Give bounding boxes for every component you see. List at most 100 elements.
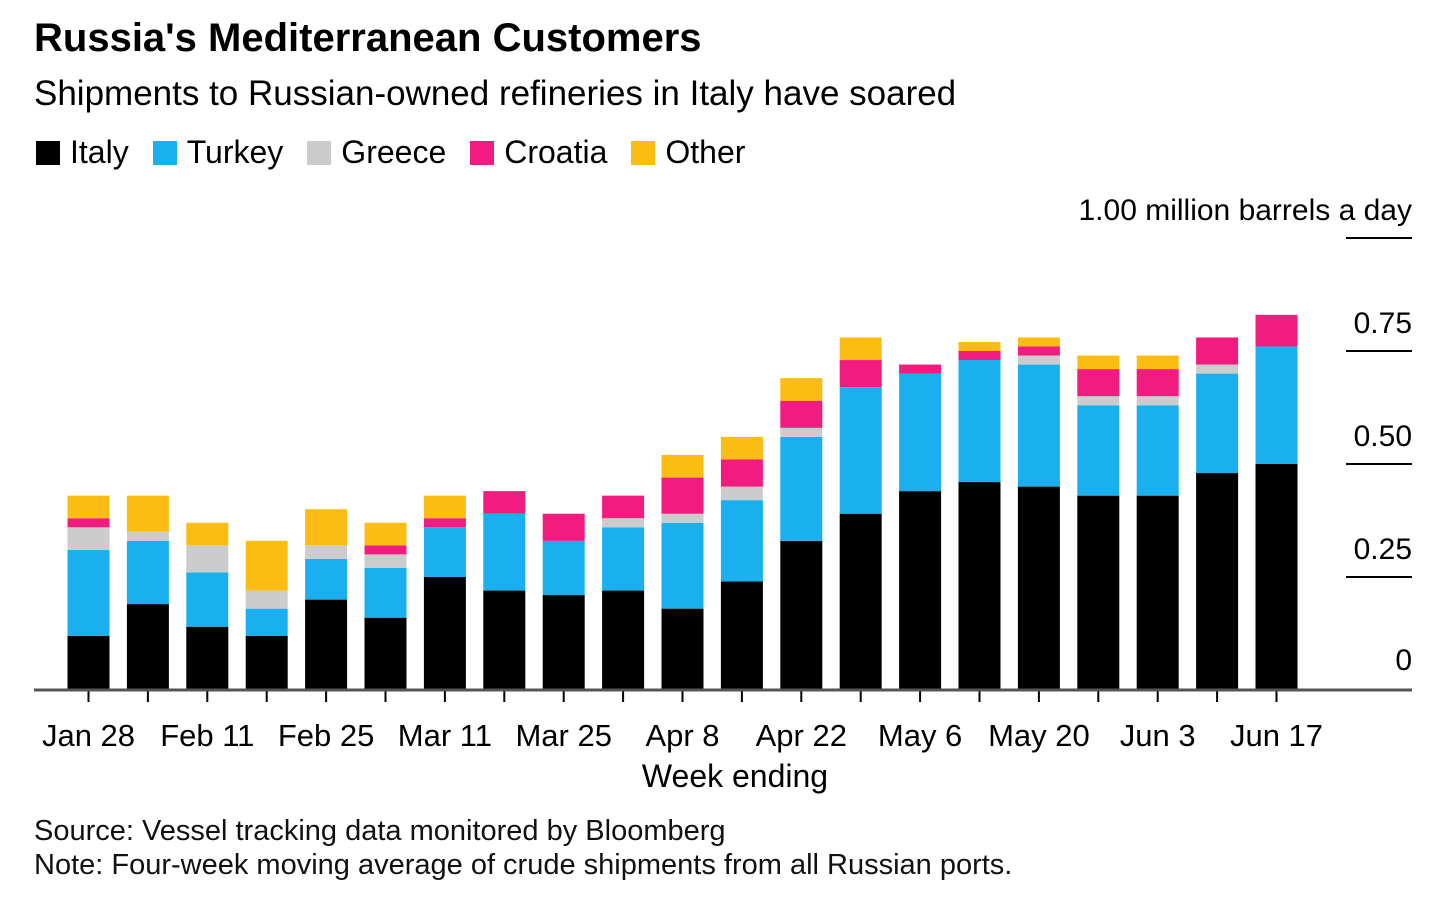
legend-swatch-croatia xyxy=(470,140,495,165)
bar-segment-croatia xyxy=(899,364,942,374)
bar-segment-italy xyxy=(1196,473,1239,690)
bar-segment-italy xyxy=(1255,464,1298,690)
bar-segment-greece xyxy=(186,545,229,573)
bar-segment-turkey xyxy=(1196,373,1239,474)
bar-segment-other xyxy=(186,522,229,546)
bar-segment-greece xyxy=(661,513,704,523)
bar-segment-turkey xyxy=(1017,364,1060,487)
legend-item-turkey: Turkey xyxy=(152,134,283,171)
chart-title: Russia's Mediterranean Customers xyxy=(34,16,702,60)
bar-segment-croatia xyxy=(423,518,466,528)
legend-label-croatia: Croatia xyxy=(504,134,608,170)
legend-swatch-italy xyxy=(36,140,60,165)
legend-item-italy: Italy xyxy=(36,134,129,171)
bar-segment-italy xyxy=(839,513,882,690)
x-tick-label: Mar 25 xyxy=(515,718,611,753)
bar-segment-other xyxy=(1077,355,1120,370)
y-tick-label: 0 xyxy=(1395,644,1412,677)
bar-segment-italy xyxy=(780,540,823,690)
x-tick-label: Jun 3 xyxy=(1120,718,1196,753)
legend-label-greece: Greece xyxy=(341,134,447,170)
x-axis-title: Week ending xyxy=(641,758,829,794)
y-tick-label: 1.00 million barrels a day xyxy=(1078,194,1412,227)
bar-segment-turkey xyxy=(542,540,585,596)
bar-segment-turkey xyxy=(186,572,229,627)
legend-label-italy: Italy xyxy=(70,134,129,170)
legend-swatch-other xyxy=(631,140,656,165)
bar-segment-italy xyxy=(542,595,585,690)
bar-segment-other xyxy=(245,540,288,591)
bar-segment-italy xyxy=(67,635,110,690)
bar-segment-italy xyxy=(602,590,645,690)
x-tick-label: May 6 xyxy=(878,718,962,753)
bar-segment-other xyxy=(661,454,704,478)
bar-segment-turkey xyxy=(780,436,823,541)
bar-segment-greece xyxy=(305,545,348,559)
bar-segment-croatia xyxy=(661,477,704,514)
bar-segment-greece xyxy=(602,518,645,528)
bar-segment-croatia xyxy=(780,400,823,428)
bar-segment-other xyxy=(958,341,1001,351)
x-tick-label: Jan 28 xyxy=(42,718,135,753)
bar-segment-greece xyxy=(1017,355,1060,365)
source-note: Source: Vessel tracking data monitored b… xyxy=(34,815,726,847)
bar-segment-italy xyxy=(245,635,288,690)
bar-segment-italy xyxy=(483,590,526,690)
bar-segment-italy xyxy=(305,599,348,690)
bar-segment-italy xyxy=(126,604,169,690)
x-tick-label: Mar 11 xyxy=(398,718,492,753)
x-tick-label: Jun 17 xyxy=(1230,718,1323,753)
bar-segment-turkey xyxy=(899,373,942,492)
bar-segment-other xyxy=(423,495,466,519)
bar-segment-turkey xyxy=(958,360,1001,483)
bar-segment-other xyxy=(720,436,763,460)
x-tick-label: Apr 22 xyxy=(756,718,847,753)
bar-segment-greece xyxy=(364,554,407,568)
bar-segment-croatia xyxy=(1196,337,1239,365)
bar-segment-greece xyxy=(1077,396,1120,406)
bar-segment-turkey xyxy=(126,540,169,605)
bar-segment-italy xyxy=(720,581,763,690)
bar-segment-turkey xyxy=(839,387,882,514)
bar-segment-croatia xyxy=(1136,369,1179,397)
bar-segment-greece xyxy=(245,590,288,609)
bar-segment-greece xyxy=(720,486,763,501)
legend-swatch-turkey xyxy=(152,140,177,165)
bar-segment-other xyxy=(1017,337,1060,347)
bar-segment-italy xyxy=(1136,495,1179,690)
bar-segment-croatia xyxy=(364,545,407,555)
bar-segment-italy xyxy=(1077,495,1120,690)
bar-segment-croatia xyxy=(602,495,645,519)
bar-segment-italy xyxy=(364,617,407,690)
methodology-note: Note: Four-week moving average of crude … xyxy=(34,849,1013,881)
bar-segment-greece xyxy=(1136,396,1179,406)
footer: Source: Vessel tracking data monitored b… xyxy=(34,814,1012,882)
legend-item-greece: Greece xyxy=(307,134,446,171)
bar-segment-greece xyxy=(1196,364,1239,374)
bar-segment-greece xyxy=(780,427,823,437)
bar-segment-turkey xyxy=(423,527,466,577)
legend-swatch-greece xyxy=(307,140,332,165)
y-tick-label: 0.75 xyxy=(1354,307,1412,340)
bar-segment-turkey xyxy=(602,527,645,591)
legend-label-other: Other xyxy=(665,134,746,170)
bar-segment-italy xyxy=(423,577,466,690)
bar-segment-italy xyxy=(186,626,229,690)
bar-segment-croatia xyxy=(67,518,110,528)
legend: Italy Turkey Greece Croatia Other xyxy=(36,134,769,171)
bar-segment-croatia xyxy=(1017,346,1060,356)
y-tick-label: 0.25 xyxy=(1354,533,1412,566)
bar-segment-croatia xyxy=(720,459,763,487)
x-tick-label: Apr 8 xyxy=(645,718,719,753)
bar-segment-turkey xyxy=(1077,405,1120,496)
bar-segment-turkey xyxy=(720,500,763,582)
bar-segment-turkey xyxy=(1136,405,1179,496)
bar-segment-croatia xyxy=(958,351,1001,361)
bar-segment-italy xyxy=(661,608,704,690)
bar-segment-other xyxy=(67,495,110,519)
bar-segment-other xyxy=(780,378,823,401)
bar-segment-italy xyxy=(899,491,942,690)
legend-item-other: Other xyxy=(631,134,745,171)
bar-segment-other xyxy=(364,522,407,546)
